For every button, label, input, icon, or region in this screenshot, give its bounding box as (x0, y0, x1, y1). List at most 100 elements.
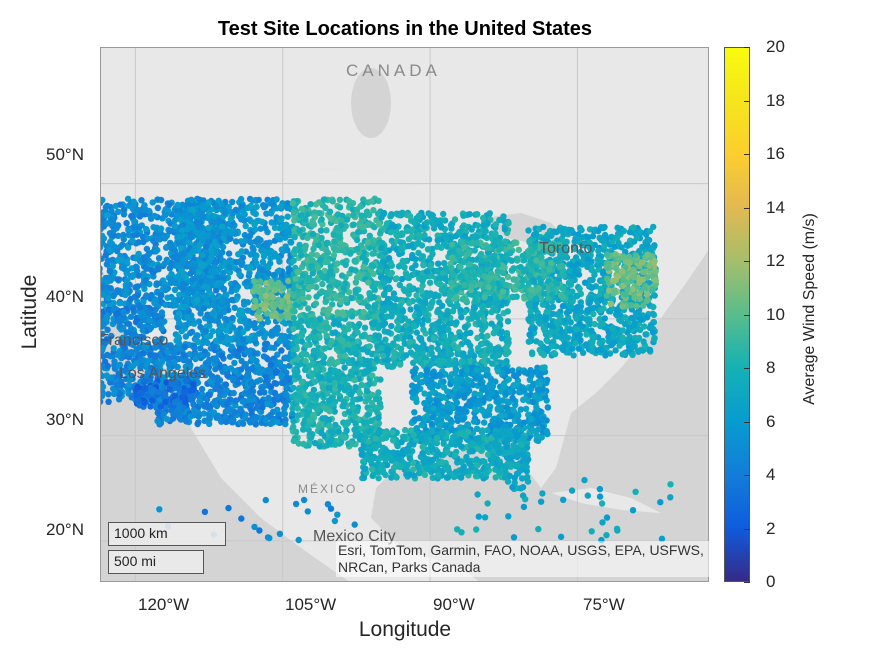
test-site-point (496, 216, 503, 224)
test-site-point (237, 195, 245, 203)
test-site-point (336, 196, 344, 203)
test-site-point (118, 338, 125, 346)
test-site-point (200, 410, 208, 417)
test-site-point (225, 203, 232, 211)
test-site-point (174, 363, 181, 371)
test-site-point (226, 269, 234, 276)
test-site-point (227, 335, 234, 342)
test-site-point (320, 306, 327, 314)
test-site-point (161, 260, 168, 267)
test-site-point (243, 372, 251, 379)
test-site-point (143, 373, 150, 380)
test-site-point (370, 207, 377, 214)
test-site-point (334, 260, 341, 267)
test-site-point (503, 338, 510, 345)
test-site-point (270, 344, 278, 351)
test-site-point (290, 417, 297, 425)
test-site-point (198, 262, 205, 269)
test-site-point (166, 354, 173, 362)
test-site-point (237, 406, 244, 413)
test-site-point (309, 257, 316, 264)
test-site-point (473, 211, 481, 218)
test-site-point (256, 278, 264, 285)
test-site-point (242, 222, 249, 230)
test-site-point (109, 256, 116, 263)
test-site-point (344, 419, 351, 426)
test-site-point (129, 362, 137, 369)
test-site-point (504, 308, 511, 315)
test-site-point (253, 260, 260, 267)
test-site-point (175, 297, 182, 304)
test-site-point (262, 416, 269, 424)
test-site-point (303, 342, 310, 349)
test-site-point (125, 371, 132, 378)
test-site-point (129, 341, 137, 349)
test-site-point (343, 216, 351, 223)
test-site-point (178, 327, 185, 335)
test-site-point (420, 304, 427, 311)
test-site-point (247, 239, 254, 246)
test-site-point (101, 345, 106, 352)
test-site-point (160, 411, 167, 418)
test-site-point (445, 326, 452, 333)
test-site-point (101, 389, 106, 396)
test-site-point (396, 302, 404, 310)
test-site-point (333, 267, 340, 274)
test-site-point (312, 201, 320, 208)
test-site-point (236, 271, 243, 278)
test-site-point (189, 317, 196, 324)
test-site-point (454, 344, 461, 351)
test-site-point (104, 351, 111, 359)
test-site-point (276, 338, 283, 345)
test-site-point (206, 258, 213, 266)
test-site-point (336, 344, 343, 351)
test-site-point (444, 360, 451, 368)
test-site-point (264, 228, 271, 236)
test-site-point (492, 230, 499, 237)
test-site-point (192, 351, 199, 358)
test-site-point (229, 198, 236, 206)
test-site-point (250, 304, 258, 311)
cuba-land (551, 488, 661, 513)
basemap: CANADA MÉXICO Mexico City Toronto San Fr… (101, 48, 708, 581)
test-site-point (125, 381, 133, 389)
test-site-point (399, 257, 407, 265)
test-site-point (255, 270, 262, 278)
test-site-point (485, 347, 492, 355)
test-site-point (313, 393, 320, 400)
test-site-point (194, 296, 201, 304)
test-site-point (116, 390, 124, 397)
test-site-point (171, 222, 179, 230)
test-site-point (158, 292, 165, 299)
test-site-point (352, 287, 359, 294)
map-axes[interactable]: CANADA MÉXICO Mexico City Toronto San Fr… (100, 47, 709, 582)
test-site-point (337, 383, 344, 391)
test-site-point (289, 200, 296, 207)
test-site-point (364, 411, 371, 419)
test-site-point (113, 381, 120, 389)
test-site-point (393, 231, 400, 239)
test-site-point (323, 239, 330, 247)
test-site-point (299, 295, 306, 302)
test-site-point (385, 285, 393, 293)
test-site-point (114, 351, 122, 359)
test-site-point (311, 321, 319, 329)
test-site-point (141, 202, 148, 209)
test-site-point (195, 318, 203, 325)
test-site-point (244, 324, 252, 331)
test-site-point (121, 334, 128, 341)
test-site-point (165, 371, 172, 378)
test-site-point (426, 279, 434, 286)
test-site-point (179, 227, 186, 234)
test-site-point (291, 367, 298, 375)
test-site-point (278, 347, 285, 354)
test-site-point (325, 371, 332, 379)
test-site-point (306, 362, 313, 370)
test-site-point (101, 274, 102, 279)
test-site-point (382, 249, 389, 256)
test-site-point (267, 411, 274, 419)
test-site-point (396, 315, 403, 322)
test-site-point (410, 321, 417, 328)
test-site-point (483, 234, 490, 241)
test-site-point (135, 239, 142, 246)
